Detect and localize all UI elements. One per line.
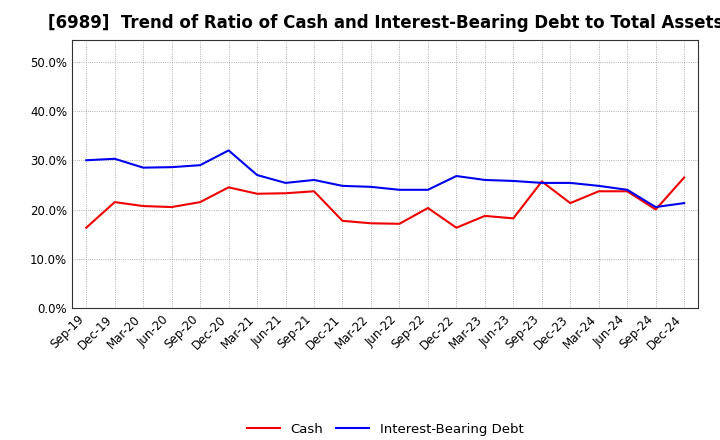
Cash — [253, 191, 261, 196]
Interest-Bearing Debt — [537, 180, 546, 186]
Cash — [110, 199, 119, 205]
Interest-Bearing Debt — [452, 173, 461, 179]
Interest-Bearing Debt — [253, 172, 261, 178]
Interest-Bearing Debt — [680, 201, 688, 206]
Cash — [82, 225, 91, 231]
Cash — [139, 203, 148, 209]
Cash — [338, 218, 347, 224]
Interest-Bearing Debt — [509, 178, 518, 183]
Cash — [310, 189, 318, 194]
Interest-Bearing Debt — [139, 165, 148, 170]
Cash — [196, 199, 204, 205]
Cash — [595, 189, 603, 194]
Cash — [566, 201, 575, 206]
Cash — [282, 191, 290, 196]
Interest-Bearing Debt — [167, 165, 176, 170]
Interest-Bearing Debt — [196, 162, 204, 168]
Interest-Bearing Debt — [652, 205, 660, 210]
Cash — [366, 220, 375, 226]
Line: Cash: Cash — [86, 177, 684, 228]
Interest-Bearing Debt — [623, 187, 631, 192]
Line: Interest-Bearing Debt: Interest-Bearing Debt — [86, 150, 684, 207]
Interest-Bearing Debt — [423, 187, 432, 192]
Cash — [167, 205, 176, 210]
Interest-Bearing Debt — [566, 180, 575, 186]
Interest-Bearing Debt — [282, 180, 290, 186]
Interest-Bearing Debt — [82, 158, 91, 163]
Legend: Cash, Interest-Bearing Debt: Cash, Interest-Bearing Debt — [241, 418, 529, 440]
Interest-Bearing Debt — [480, 177, 489, 183]
Cash — [423, 205, 432, 211]
Cash — [452, 225, 461, 231]
Interest-Bearing Debt — [338, 183, 347, 188]
Cash — [623, 189, 631, 194]
Cash — [395, 221, 404, 227]
Interest-Bearing Debt — [595, 183, 603, 188]
Cash — [225, 185, 233, 190]
Interest-Bearing Debt — [310, 177, 318, 183]
Cash — [480, 213, 489, 219]
Interest-Bearing Debt — [110, 156, 119, 161]
Interest-Bearing Debt — [366, 184, 375, 190]
Cash — [652, 207, 660, 212]
Cash — [537, 179, 546, 184]
Interest-Bearing Debt — [225, 148, 233, 153]
Interest-Bearing Debt — [395, 187, 404, 192]
Cash — [509, 216, 518, 221]
Cash — [680, 175, 688, 180]
Title: [6989]  Trend of Ratio of Cash and Interest-Bearing Debt to Total Assets: [6989] Trend of Ratio of Cash and Intere… — [48, 15, 720, 33]
